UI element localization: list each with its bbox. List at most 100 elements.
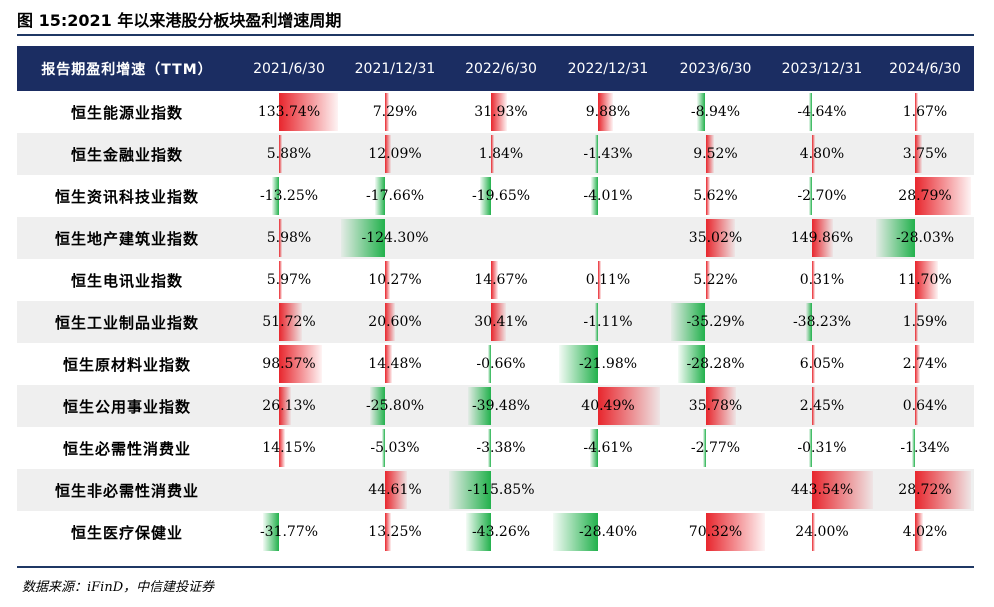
positive-databar [279,429,286,467]
positive-databar [385,135,391,173]
positive-databar [705,219,736,257]
row-index-name: 恒生公用事业指数 [17,385,237,427]
value-label: 5.98% [266,230,312,246]
value-cell: -3.38% [449,427,553,469]
value-cell [553,469,663,511]
table-row: 恒生医疗保健业 -31.77% 13.25% -43.26% -28.40% 70.32%… [17,511,974,553]
value-label: 28.72% [898,482,952,498]
value-cell [663,469,768,511]
positive-databar [915,177,972,215]
value-cell: -1.11% [553,301,663,343]
row-index-name: 恒生原材料业指数 [17,343,237,385]
negative-databar [449,471,491,509]
value-cell: -4.61% [553,427,663,469]
value-cell: 10.27% [341,259,449,301]
value-label: 28.79% [898,188,952,204]
positive-databar [705,135,714,173]
row-index-name: 恒生医疗保健业 [17,511,237,553]
value-label: 14.48% [368,356,422,372]
positive-databar [812,135,815,173]
negative-databar [805,303,812,341]
value-cell: 20.60% [341,301,449,343]
table-row: 恒生能源业指数 133.74% 7.29% 31.93% 9.88% -8.94% -4.6… [17,91,974,133]
value-label: -115.85% [467,482,535,498]
positive-databar [705,177,711,215]
value-label: 4.02% [902,524,948,540]
value-label: 44.61% [368,482,422,498]
value-cell: 5.97% [237,259,341,301]
value-cell: 13.25% [341,511,449,553]
header-period: 2022/6/30 [449,46,553,91]
negative-databar [553,513,598,551]
value-label: -4.01% [583,188,633,204]
positive-databar [385,345,393,383]
value-cell: -39.48% [449,385,553,427]
negative-databar [671,303,706,341]
value-cell: 1.84% [449,133,553,175]
positive-databar [385,303,396,341]
value-cell: 133.74% [237,91,341,133]
value-label: 133.74% [257,104,321,120]
value-label: 11.70% [898,272,952,288]
negative-databar [589,429,598,467]
value-label: -2.77% [690,440,741,456]
value-label: -35.29% [686,314,745,330]
value-cell [237,469,341,511]
value-cell: 2.74% [876,343,974,385]
negative-databar [479,177,491,215]
positive-databar [812,471,873,509]
value-cell: 6.05% [768,343,876,385]
value-cell: -5.03% [341,427,449,469]
value-label: 7.29% [372,104,418,120]
value-cell: 9.52% [663,133,768,175]
positive-databar [385,471,407,509]
positive-databar [598,387,660,425]
positive-databar [915,93,919,131]
value-cell: 5.98% [237,217,341,259]
negative-databar [370,387,385,425]
value-cell: 5.88% [237,133,341,175]
header-period: 2021/12/31 [341,46,449,91]
value-cell: -1.34% [876,427,974,469]
value-cell: 5.62% [663,175,768,217]
value-cell: 14.48% [341,343,449,385]
value-cell: -124.30% [341,217,449,259]
negative-databar [696,93,706,131]
value-label: 6.05% [799,356,845,372]
table-row: 恒生非必需性消费业 44.61% -115.85% 443.54% 28.72% [17,469,974,511]
negative-databar [341,219,385,257]
value-label: 0.64% [902,398,948,414]
value-label: -1.34% [900,440,950,456]
positive-databar [915,513,923,551]
row-index-name: 恒生非必需性消费业 [17,469,237,511]
chart-title: 图 15:2021 年以来港股分板块盈利增速周期 [17,11,342,30]
positive-databar [915,345,921,383]
value-label: 70.32% [688,524,743,540]
value-cell [449,217,553,259]
value-label: -1.11% [583,314,633,330]
value-label: 1.84% [478,146,524,162]
value-label: 4.80% [799,146,845,162]
value-label: -31.77% [259,524,319,540]
negative-databar [374,177,385,215]
value-cell: 9.88% [553,91,663,133]
value-cell: 28.79% [876,175,974,217]
positive-databar [705,387,736,425]
positive-databar [915,261,938,299]
value-label: 1.67% [902,104,948,120]
header-period: 2021/6/30 [237,46,341,91]
negative-databar [809,177,812,215]
value-label: 3.75% [902,146,948,162]
value-cell: 149.86% [768,217,876,259]
value-cell: -2.77% [663,427,768,469]
value-cell: 14.15% [237,427,341,469]
value-label: 149.86% [790,230,854,246]
row-index-name: 恒生电讯业指数 [17,259,237,301]
value-label: 5.22% [693,272,738,288]
value-label [449,217,553,259]
value-label: 2.45% [799,398,845,414]
value-cell: -8.94% [663,91,768,133]
value-label [553,217,663,259]
value-cell: 0.31% [768,259,876,301]
positive-databar [491,303,507,341]
